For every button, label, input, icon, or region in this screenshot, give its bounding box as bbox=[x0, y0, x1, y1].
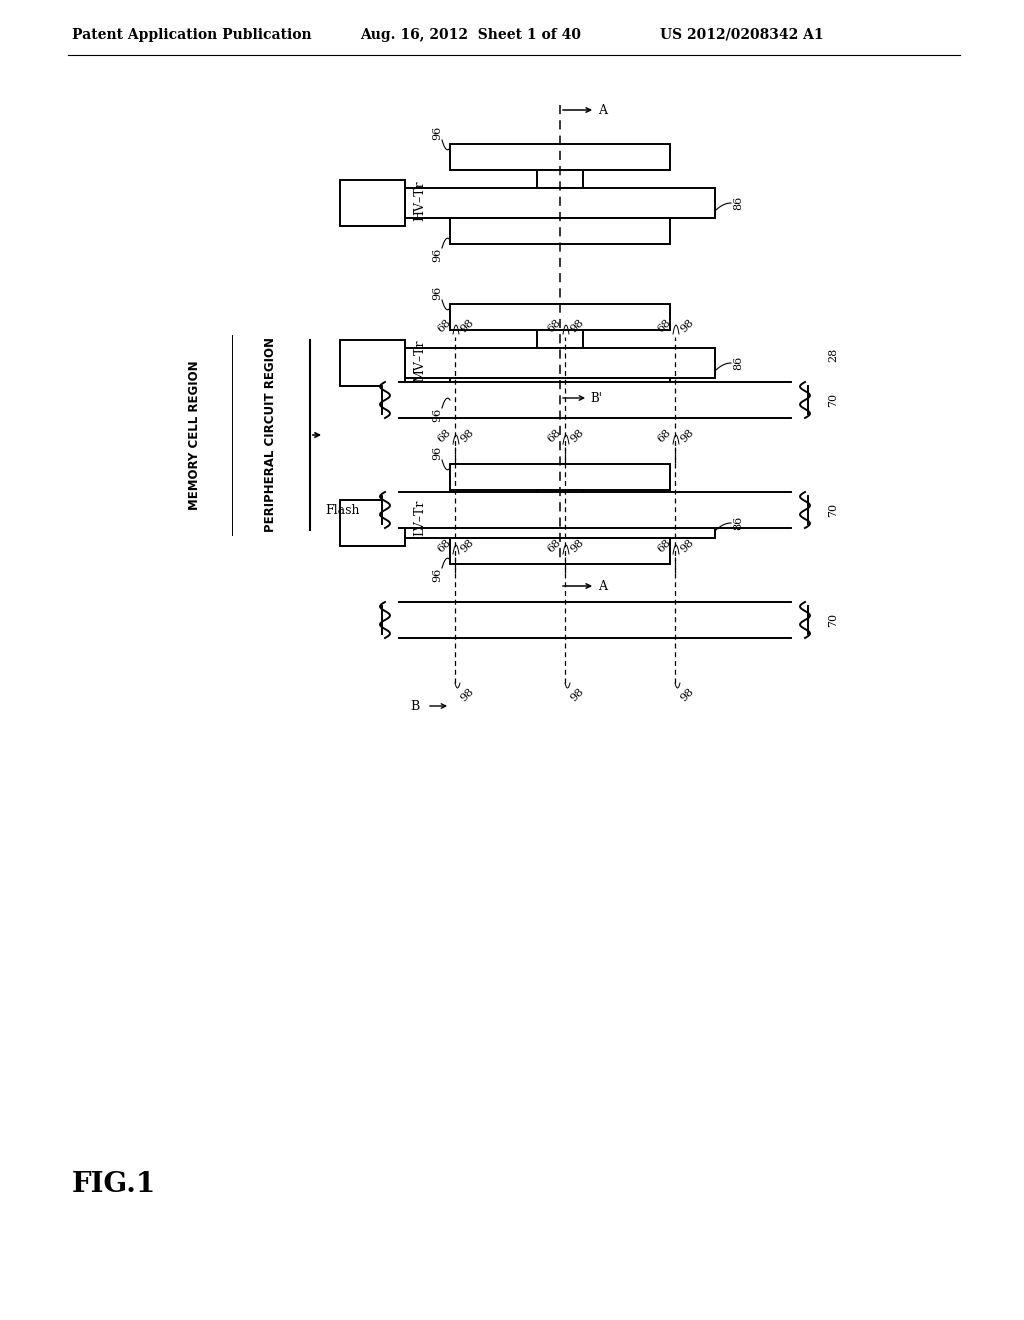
Text: 98: 98 bbox=[459, 426, 476, 444]
Polygon shape bbox=[340, 500, 406, 546]
Text: 86: 86 bbox=[733, 195, 743, 210]
Text: A: A bbox=[598, 103, 607, 116]
Text: 68: 68 bbox=[546, 317, 563, 334]
Text: US 2012/0208342 A1: US 2012/0208342 A1 bbox=[660, 28, 823, 42]
Text: 98: 98 bbox=[569, 686, 586, 704]
Text: 98: 98 bbox=[679, 426, 696, 444]
Text: HV–Tr: HV–Tr bbox=[414, 180, 427, 220]
Text: LV–Tr: LV–Tr bbox=[414, 500, 427, 536]
Text: B': B' bbox=[590, 392, 602, 404]
Text: 86: 86 bbox=[733, 356, 743, 370]
Text: 96: 96 bbox=[432, 408, 442, 422]
Text: 96: 96 bbox=[432, 285, 442, 300]
Text: Flash: Flash bbox=[326, 503, 360, 516]
Text: 70: 70 bbox=[828, 503, 838, 517]
Text: 68: 68 bbox=[546, 426, 563, 444]
Polygon shape bbox=[450, 304, 670, 330]
Text: 98: 98 bbox=[679, 537, 696, 554]
Text: 96: 96 bbox=[432, 568, 442, 582]
Text: 96: 96 bbox=[432, 125, 442, 140]
Text: 70: 70 bbox=[828, 393, 838, 407]
Text: Patent Application Publication: Patent Application Publication bbox=[72, 28, 311, 42]
Polygon shape bbox=[382, 381, 808, 418]
Polygon shape bbox=[406, 348, 715, 378]
Polygon shape bbox=[340, 341, 406, 385]
Text: FIG.1: FIG.1 bbox=[72, 1172, 157, 1199]
Text: 98: 98 bbox=[459, 537, 476, 554]
Text: 96: 96 bbox=[432, 446, 442, 459]
Polygon shape bbox=[450, 144, 670, 170]
Polygon shape bbox=[450, 378, 670, 404]
Text: 68: 68 bbox=[655, 537, 673, 554]
Polygon shape bbox=[537, 490, 583, 508]
Polygon shape bbox=[406, 187, 715, 218]
Text: 98: 98 bbox=[569, 317, 586, 334]
Text: 70: 70 bbox=[828, 612, 838, 627]
Text: 98: 98 bbox=[679, 686, 696, 704]
Text: 98: 98 bbox=[569, 426, 586, 444]
Text: 98: 98 bbox=[459, 317, 476, 334]
Text: PERIPHERAL CIRCUIT REGION: PERIPHERAL CIRCUIT REGION bbox=[263, 338, 276, 532]
Text: Aug. 16, 2012  Sheet 1 of 40: Aug. 16, 2012 Sheet 1 of 40 bbox=[360, 28, 581, 42]
Text: 98: 98 bbox=[459, 686, 476, 704]
Text: MV–Tr: MV–Tr bbox=[414, 341, 427, 383]
Polygon shape bbox=[537, 170, 583, 187]
Text: B: B bbox=[410, 700, 419, 713]
Text: 98: 98 bbox=[679, 317, 696, 334]
Text: 68: 68 bbox=[546, 537, 563, 554]
Text: 68: 68 bbox=[655, 426, 673, 444]
Text: 96: 96 bbox=[432, 248, 442, 263]
Text: 28: 28 bbox=[828, 347, 838, 362]
Polygon shape bbox=[450, 539, 670, 564]
Polygon shape bbox=[450, 465, 670, 490]
Text: 98: 98 bbox=[569, 537, 586, 554]
Text: 68: 68 bbox=[436, 537, 453, 554]
Text: 86: 86 bbox=[733, 516, 743, 531]
Text: 68: 68 bbox=[655, 317, 673, 334]
Text: MEMORY CELL REGION: MEMORY CELL REGION bbox=[188, 360, 202, 510]
Text: 68: 68 bbox=[436, 317, 453, 334]
Text: 68: 68 bbox=[436, 426, 453, 444]
Polygon shape bbox=[537, 330, 583, 348]
Polygon shape bbox=[382, 602, 808, 638]
Polygon shape bbox=[382, 492, 808, 528]
Polygon shape bbox=[450, 218, 670, 244]
Polygon shape bbox=[340, 180, 406, 226]
Text: A: A bbox=[598, 579, 607, 593]
Polygon shape bbox=[406, 508, 715, 539]
